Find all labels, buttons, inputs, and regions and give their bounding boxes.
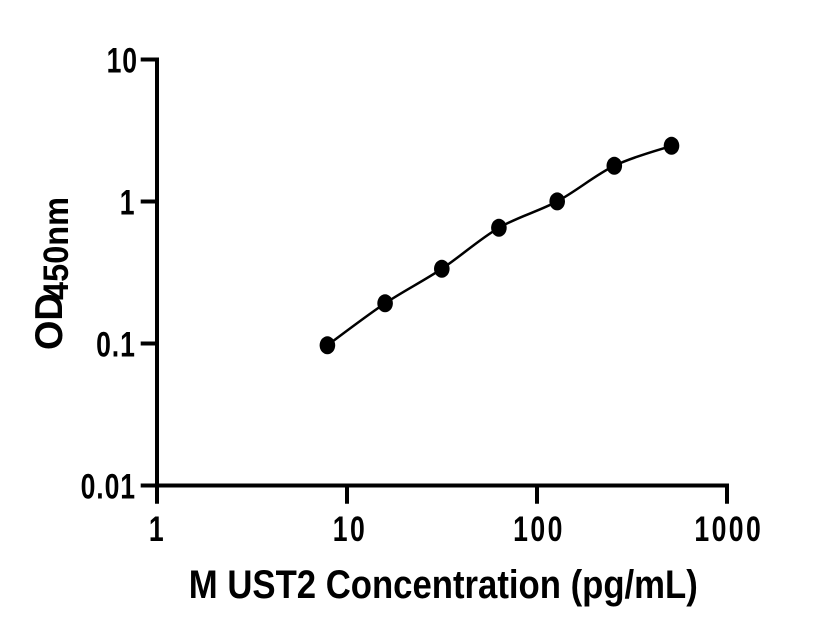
svg-text:10: 10	[333, 509, 367, 548]
svg-text:1: 1	[120, 183, 136, 222]
svg-text:0.01: 0.01	[81, 467, 136, 506]
svg-text:1: 1	[149, 509, 166, 548]
svg-text:OD: OD	[27, 293, 71, 350]
svg-text:10: 10	[107, 41, 138, 80]
svg-text:100: 100	[513, 509, 565, 548]
svg-text:M UST2 Concentration (pg/mL): M UST2 Concentration (pg/mL)	[189, 562, 698, 607]
svg-text:0.1: 0.1	[96, 325, 136, 364]
svg-text:450nm: 450nm	[37, 197, 76, 300]
svg-text:1000: 1000	[694, 509, 763, 548]
